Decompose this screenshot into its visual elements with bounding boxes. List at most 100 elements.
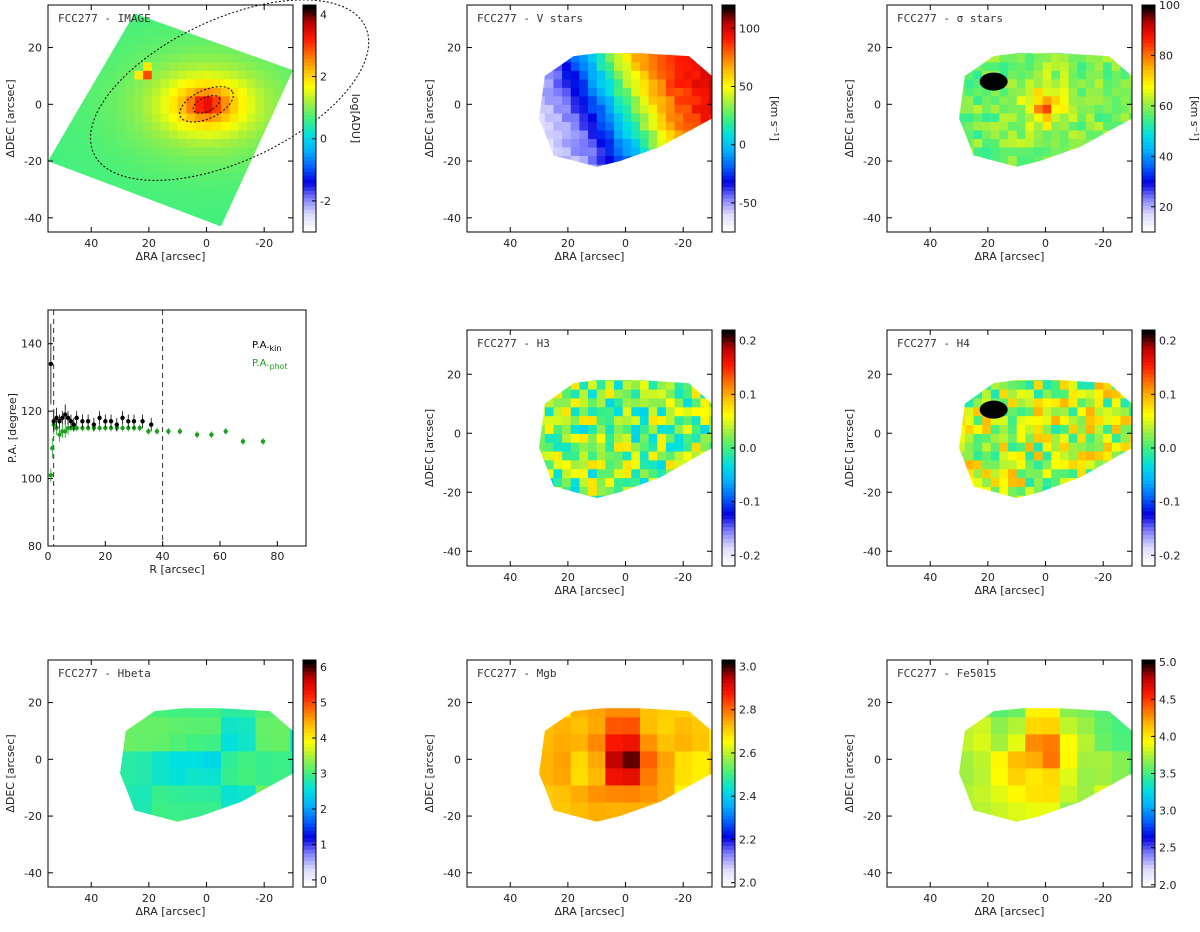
map-cell	[1120, 70, 1130, 80]
colorbar-segment	[303, 126, 316, 131]
map-cell	[1077, 61, 1087, 71]
map-cell	[528, 362, 537, 371]
map-cell	[605, 389, 615, 399]
map-cell	[186, 767, 205, 786]
colorbar-segment	[303, 213, 316, 218]
map-cell	[579, 477, 589, 487]
map-cell	[683, 442, 693, 452]
map-cell	[48, 87, 58, 97]
map-cell	[1085, 61, 1096, 71]
map-cell	[622, 61, 632, 71]
map-cell	[648, 104, 658, 114]
map-cell	[1025, 504, 1034, 513]
map-cell	[683, 78, 693, 88]
map-cell	[1077, 531, 1086, 540]
map-cell	[896, 53, 905, 62]
map-cell	[220, 180, 231, 191]
map-cell	[1129, 336, 1138, 345]
map-cell	[1042, 121, 1052, 131]
map-cell	[73, 138, 84, 148]
map-cell	[631, 557, 640, 566]
map-cell	[605, 362, 614, 371]
map-cell	[990, 450, 1001, 461]
data-point	[91, 422, 97, 427]
map-cell	[48, 180, 58, 191]
map-cell	[887, 181, 896, 190]
map-cell	[65, 751, 83, 769]
colorbar-segment	[1142, 175, 1155, 180]
map-cell	[570, 146, 581, 156]
map-cell	[177, 70, 187, 80]
map-cell	[1051, 146, 1061, 156]
map-cell	[1043, 181, 1052, 190]
map-cell	[134, 87, 144, 97]
colorbar-segment	[722, 35, 735, 40]
map-cell	[700, 163, 710, 167]
colorbar-segment	[722, 148, 735, 154]
map-cell	[519, 819, 537, 837]
map-cell	[476, 181, 485, 190]
map-cell	[930, 460, 939, 469]
map-cell	[683, 450, 693, 461]
map-cell	[1103, 70, 1113, 80]
map-cell	[544, 397, 555, 408]
map-cell	[212, 121, 222, 131]
map-cell	[186, 78, 196, 88]
map-cell	[1068, 163, 1078, 167]
map-cell	[1095, 19, 1104, 28]
map-cell	[134, 214, 144, 225]
map-cell	[1103, 389, 1113, 399]
map-cell	[614, 155, 624, 165]
map-cell	[256, 683, 274, 701]
map-cell	[553, 362, 562, 371]
map-cell	[246, 53, 257, 63]
map-cell	[246, 155, 257, 165]
map-cell	[930, 522, 939, 531]
map-cell	[700, 215, 709, 224]
map-cell	[290, 214, 293, 225]
map-cell	[510, 504, 519, 513]
map-cell	[1060, 336, 1069, 345]
map-cell	[1077, 389, 1087, 399]
map-cell	[709, 504, 718, 513]
map-cell	[904, 87, 913, 96]
map-cell	[1129, 459, 1132, 470]
map-cell	[1025, 206, 1034, 215]
map-cell	[896, 504, 905, 513]
map-cell	[631, 354, 640, 363]
map-cell	[614, 53, 624, 63]
map-cell	[177, 129, 187, 139]
map-cell	[100, 785, 118, 803]
map-cell	[1120, 11, 1129, 20]
colorbar-segment	[722, 538, 735, 543]
map-cell	[1085, 397, 1096, 408]
map-cell	[657, 504, 666, 513]
colorbar-segment	[1142, 201, 1155, 207]
map-cell	[255, 784, 274, 803]
map-cell	[1034, 406, 1044, 417]
map-cell	[571, 870, 589, 888]
map-cell	[709, 433, 712, 443]
map-cell	[553, 61, 563, 71]
map-cell	[1120, 163, 1130, 167]
map-cell	[539, 104, 546, 114]
map-cell	[264, 214, 274, 225]
map-cell	[484, 223, 493, 232]
map-cell	[614, 522, 623, 531]
map-cell	[649, 504, 658, 513]
map-cell	[570, 112, 581, 122]
map-cell	[939, 531, 948, 540]
map-cell	[588, 112, 598, 122]
map-cell	[255, 121, 265, 131]
map-cell	[108, 163, 118, 174]
map-cell	[1085, 53, 1096, 54]
map-cell	[1008, 61, 1018, 71]
map-cell	[570, 163, 581, 167]
map-cell	[930, 407, 939, 416]
map-cell	[683, 380, 693, 381]
map-cell	[982, 189, 991, 198]
map-cell	[238, 649, 256, 667]
map-cell	[1111, 389, 1122, 399]
map-cell	[519, 223, 528, 232]
map-cell	[674, 78, 684, 88]
